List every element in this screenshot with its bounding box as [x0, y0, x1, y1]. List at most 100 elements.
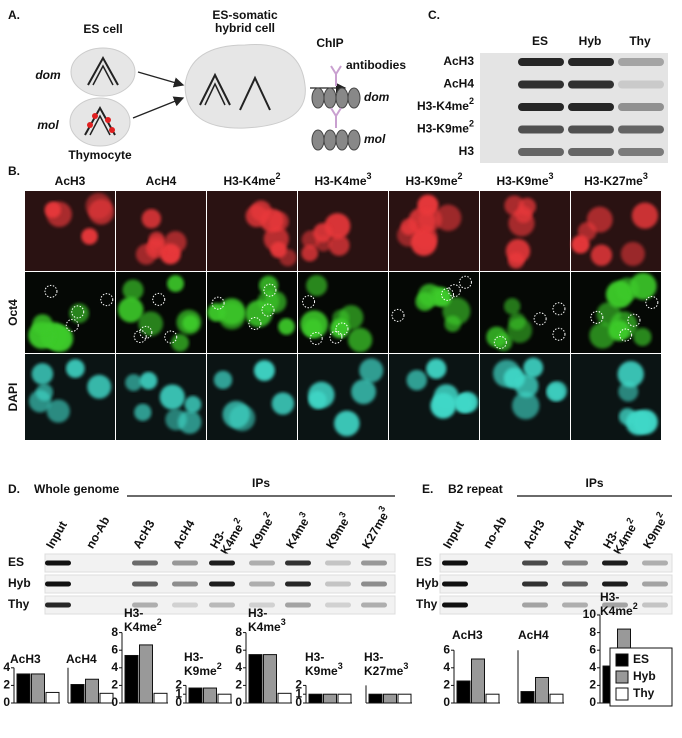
chromosome	[199, 72, 231, 106]
legend-label: ES	[633, 652, 649, 666]
lane-label-group: no-Ab	[83, 514, 112, 551]
outline	[139, 325, 153, 339]
outline	[211, 296, 225, 310]
nucleus	[410, 229, 437, 256]
y-tick-label: 0	[111, 695, 118, 709]
chart-title-text: K27me	[364, 664, 404, 678]
nucleus	[418, 207, 443, 232]
y-tick-label: 2	[589, 678, 596, 692]
gel-band	[209, 602, 235, 608]
chart-title-text: AcH3	[452, 628, 483, 642]
nucleus	[415, 292, 435, 311]
micrograph	[571, 272, 661, 353]
gel-row: Hyb	[8, 576, 31, 590]
y-tick-label: 4	[443, 660, 450, 674]
chart-title-text: H3-	[184, 650, 203, 664]
nucleus	[330, 318, 350, 339]
blot-band	[518, 103, 564, 111]
nucleus	[148, 231, 165, 248]
nucleus	[122, 279, 144, 301]
y-tick-label: 1	[175, 686, 182, 700]
blot-band	[518, 58, 564, 66]
bar	[397, 693, 412, 704]
chart-title: AcH3	[452, 628, 483, 642]
image-column: H3-K4me3	[314, 171, 371, 188]
lane-label: AcH3	[520, 517, 548, 551]
y-tick-label: 0	[235, 695, 242, 709]
chart-title: AcH4	[66, 652, 97, 666]
bar	[456, 680, 471, 704]
nucleus	[629, 272, 657, 300]
nucleus	[87, 374, 112, 399]
image-column: H3-K9me3	[496, 171, 553, 188]
nucleus	[65, 359, 85, 378]
nucleus	[213, 370, 233, 390]
nucleus	[88, 199, 114, 225]
nucleus	[430, 392, 457, 419]
lane-label-group: AcH4	[170, 517, 198, 551]
image-row: DAPI	[6, 383, 20, 412]
gel-band	[172, 581, 198, 587]
nucleus	[328, 234, 350, 256]
nucleus	[434, 204, 462, 232]
lane-label-sup: 3	[337, 510, 348, 519]
blot-band	[618, 80, 664, 89]
nucleus	[359, 358, 384, 383]
lane-label-group: K9me2	[638, 510, 671, 551]
micrograph	[480, 354, 570, 440]
bar	[188, 687, 203, 704]
gel-band	[172, 560, 198, 566]
gel-band	[522, 602, 548, 608]
micrograph	[116, 272, 206, 353]
cell-label: hybrid cell	[215, 21, 275, 35]
chromosome	[239, 75, 271, 111]
gel-band	[285, 602, 311, 608]
nucleus	[453, 393, 473, 413]
y-tick-label: 0	[3, 695, 10, 709]
gel-band	[45, 602, 71, 608]
gel-band	[602, 581, 628, 587]
panel-label: C.	[428, 8, 440, 22]
chromosome	[204, 82, 226, 106]
image-column-text: H3-K27me	[584, 174, 643, 188]
gel-band	[642, 602, 668, 608]
micrograph	[25, 191, 115, 271]
nucleus	[165, 408, 187, 431]
image-column-text: AcH3	[55, 174, 86, 188]
bar	[263, 654, 277, 704]
micrograph	[298, 272, 388, 353]
nucleus	[512, 392, 540, 420]
gel-band	[325, 581, 351, 587]
gel-row: ES	[416, 555, 432, 569]
y-tick-label: 6	[111, 642, 118, 656]
bar	[323, 693, 337, 704]
nucleus	[125, 374, 143, 392]
lane-label-group: H3-K4me2	[207, 516, 246, 557]
lane-label-group: Input	[440, 519, 467, 551]
blot-row-text: AcH4	[443, 77, 474, 91]
gel-row: Thy	[416, 597, 438, 611]
panel-title: Whole genome	[34, 482, 120, 496]
panel-label: D.	[8, 482, 20, 496]
lane-label: K9me2	[245, 510, 278, 551]
gel-band	[325, 560, 351, 566]
image-column: H3-K9me2	[405, 171, 462, 188]
image-column-sup: 3	[643, 171, 648, 181]
chart-title: K4me3	[248, 617, 286, 634]
nucleus	[271, 392, 295, 415]
y-tick-label: 0	[295, 695, 302, 709]
lane-label: K9me2	[638, 510, 671, 551]
gel-band	[285, 560, 311, 566]
gel-band	[45, 581, 71, 587]
micrograph	[116, 354, 206, 440]
micrograph	[298, 191, 388, 271]
gel-band	[249, 602, 275, 608]
chart-title-sup: 2	[217, 661, 222, 671]
bar	[85, 678, 99, 704]
y-tick-label: 8	[235, 625, 242, 639]
nucleus	[253, 360, 275, 382]
nucleus	[35, 383, 54, 401]
blot-band	[618, 148, 664, 156]
blot-row: H3-K4me2	[417, 96, 474, 113]
chromosome	[92, 64, 114, 86]
